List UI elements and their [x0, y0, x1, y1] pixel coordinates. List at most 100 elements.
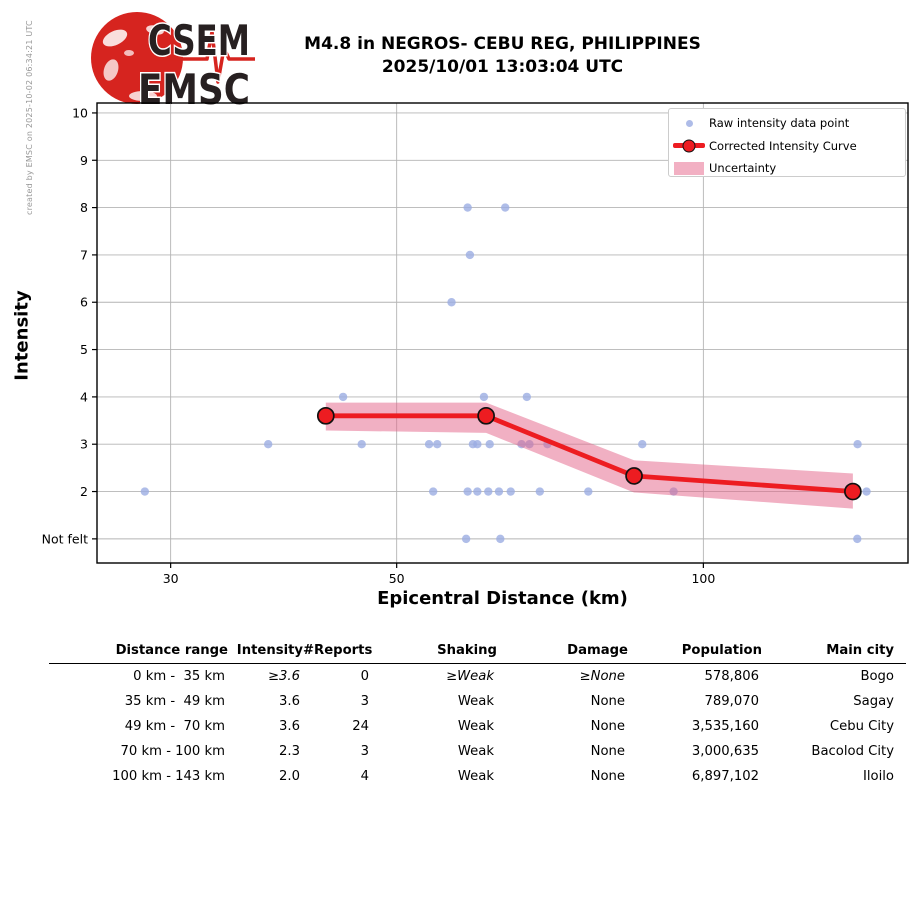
raw-intensity-point — [465, 250, 475, 260]
cell-intensity: 3.6 — [279, 719, 300, 734]
raw-intensity-point — [501, 203, 510, 212]
cell-distance: 35 km - 49 km — [124, 694, 225, 709]
y-tick-label: 5 — [80, 342, 88, 357]
intensity-chart: 30 50 100 10 9 8 7 6 5 4 3 2 Not felt — [42, 102, 909, 586]
plot-frame — [96, 102, 909, 564]
raw-intensity-point — [433, 440, 442, 449]
raw-intensity-point — [357, 440, 366, 449]
y-tick-label: 10 — [72, 105, 88, 120]
cell-intensity: 3.6 — [279, 694, 300, 709]
cell-reports: 24 — [352, 719, 369, 734]
cell-reports: 3 — [360, 744, 369, 759]
legend-item-raw: Raw intensity data point — [669, 112, 905, 134]
table-row: 70 km - 100 km 2.3 3 Weak None 3,000,635… — [49, 739, 906, 764]
cell-population: 3,000,635 — [691, 744, 759, 759]
cell-intensity: ≥3.6 — [267, 669, 300, 684]
raw-intensity-point — [506, 487, 515, 496]
table-row: 100 km - 143 km 2.0 4 Weak None 6,897,10… — [49, 764, 906, 789]
cell-reports: 4 — [360, 769, 369, 784]
legend-item-uncertainty: Uncertainty — [669, 157, 905, 179]
cell-reports: 3 — [360, 694, 369, 709]
raw-intensity-point — [494, 487, 504, 496]
corrected-intensity-curve — [325, 413, 854, 494]
logo-text-emsc: EMSC — [138, 65, 250, 108]
y-tick-label: 7 — [80, 247, 88, 262]
globe-icon — [91, 12, 183, 104]
y-tick-label: 6 — [80, 295, 88, 310]
raw-intensity-point — [638, 440, 647, 449]
table-row: 35 km - 49 km 3.6 3 Weak None 789,070 Sa… — [49, 689, 906, 714]
curve-marker-icon — [669, 139, 709, 152]
raw-intensity-point — [264, 440, 273, 449]
raw-intensity-point — [447, 298, 456, 307]
cell-distance: 49 km - 70 km — [124, 719, 225, 734]
y-tick-label: 4 — [80, 389, 88, 404]
header-shaking: Shaking — [437, 643, 497, 658]
y-tick-label: 8 — [80, 200, 88, 215]
raw-intensity-point — [484, 487, 493, 496]
header-intensity: Intensity — [236, 643, 303, 658]
raw-intensity-point — [463, 487, 472, 496]
y-tick-label: 2 — [80, 484, 88, 499]
raw-intensity-point — [496, 534, 505, 544]
y-tick-label: 3 — [80, 437, 88, 452]
chart-legend: Raw intensity data point Corrected Inten… — [668, 108, 906, 177]
header-reports: #Reports — [303, 643, 373, 658]
chart-title-line2: 2025/10/01 13:03:04 UTC — [381, 57, 624, 77]
summary-table: Distance range Intensity #Reports Shakin… — [49, 638, 906, 789]
cell-damage: ≥None — [579, 669, 625, 684]
raw-intensity-point — [853, 440, 862, 449]
y-tick-label: 9 — [80, 153, 88, 168]
raw-intensity-point — [428, 487, 438, 496]
legend-item-curve: Corrected Intensity Curve — [669, 135, 905, 157]
cell-population: 789,070 — [704, 694, 759, 709]
raw-intensity-point — [338, 392, 348, 402]
emsc-logo: CSEM EMSC — [91, 12, 255, 108]
cell-shaking: ≥Weak — [446, 669, 494, 684]
cell-reports: 0 — [360, 669, 369, 684]
cell-distance: 70 km - 100 km — [120, 744, 225, 759]
legend-label-uncertainty: Uncertainty — [709, 161, 777, 175]
cell-distance: 100 km - 143 km — [112, 769, 225, 784]
cell-main-city: Bogo — [860, 669, 894, 684]
raw-intensity-point — [461, 534, 471, 544]
chart-title: M4.8 in NEGROS- CEBU REG, PHILIPPINES 20… — [97, 33, 908, 79]
cell-damage: None — [590, 719, 625, 734]
x-tick-label: 30 — [163, 571, 179, 586]
cell-main-city: Cebu City — [829, 719, 894, 734]
y-axis-label: Intensity — [11, 290, 33, 381]
x-axis-label: Epicentral Distance (km) — [377, 588, 628, 609]
raw-intensity-point — [853, 534, 862, 544]
x-tick-label: 100 — [691, 571, 715, 586]
cell-shaking: Weak — [457, 694, 494, 709]
cell-damage: None — [590, 744, 625, 759]
raw-intensity-point — [479, 392, 489, 402]
curve-point-marker — [844, 482, 862, 501]
cell-intensity: 2.0 — [279, 769, 300, 784]
cell-damage: None — [590, 769, 625, 784]
chart-title-line1: M4.8 in NEGROS- CEBU REG, PHILIPPINES — [304, 34, 701, 54]
y-tick-label: Not felt — [42, 531, 88, 546]
cell-main-city: Bacolod City — [811, 744, 894, 759]
cell-distance: 0 km - 35 km — [133, 669, 225, 684]
curve-point-marker — [477, 406, 495, 425]
header-damage: Damage — [567, 643, 628, 658]
cell-population: 6,897,102 — [691, 769, 759, 784]
cell-shaking: Weak — [457, 744, 494, 759]
table-row: 49 km - 70 km 3.6 24 Weak None 3,535,160… — [49, 714, 906, 739]
cell-main-city: Sagay — [853, 694, 894, 709]
raw-intensity-point — [584, 487, 593, 496]
header-distance-range: Distance range — [115, 643, 228, 658]
legend-label-curve: Corrected Intensity Curve — [709, 138, 857, 153]
raw-intensity-point — [424, 440, 434, 449]
logo-text-csem: CSEM — [148, 16, 250, 65]
curve-point-marker — [625, 467, 643, 485]
table-header-row: Distance range Intensity #Reports Shakin… — [49, 638, 906, 664]
header-main-city: Main city — [826, 643, 894, 658]
x-tick-label: 50 — [389, 571, 405, 586]
table-row: 0 km - 35 km ≥3.6 0 ≥Weak ≥None 578,806 … — [49, 664, 906, 689]
raw-intensity-point — [463, 203, 472, 212]
raw-point-icon — [669, 119, 709, 127]
cell-intensity: 2.3 — [279, 744, 300, 759]
